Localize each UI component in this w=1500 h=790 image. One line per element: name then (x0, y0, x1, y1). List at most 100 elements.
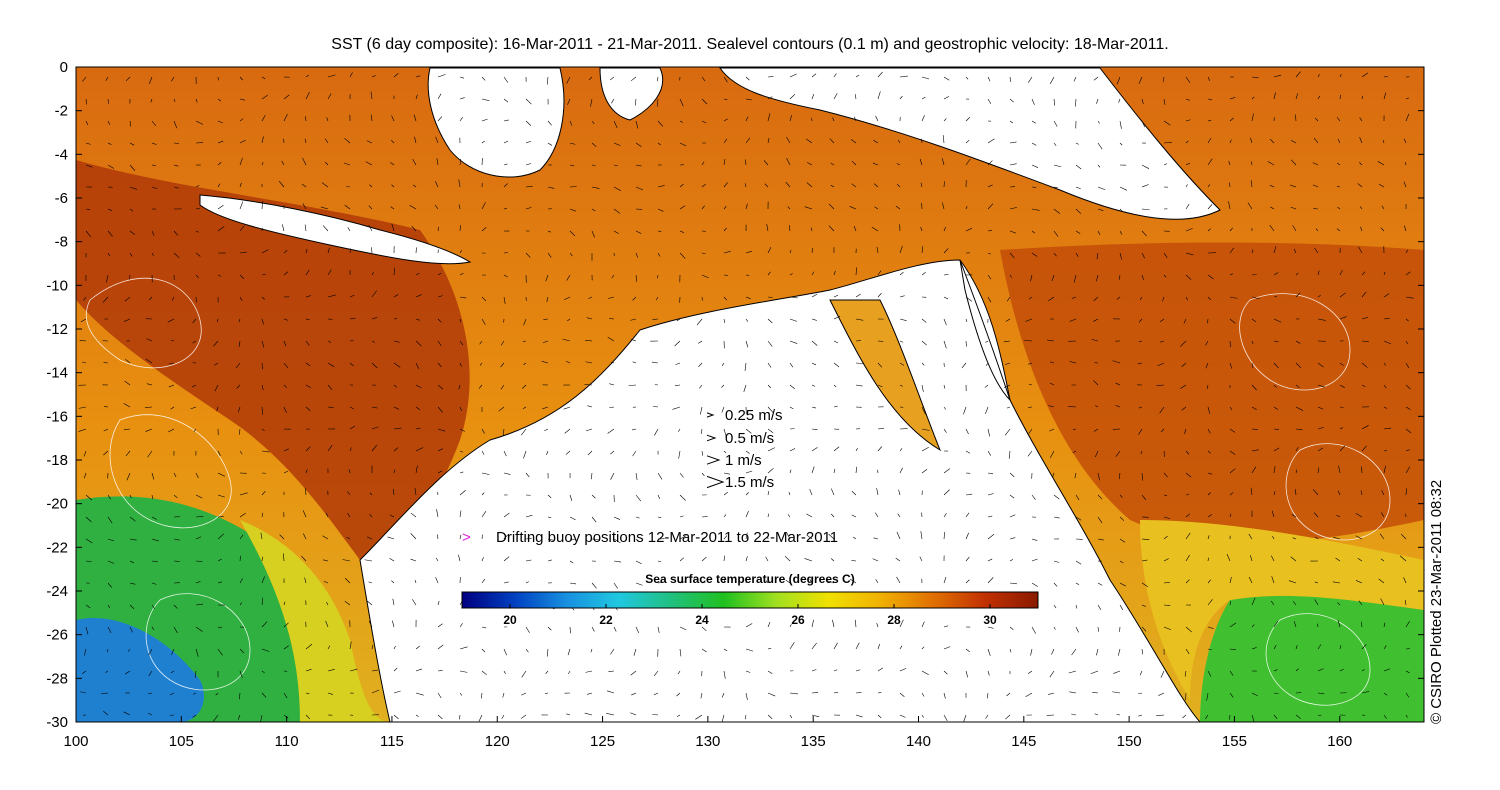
velocity-arrow (147, 712, 153, 716)
velocity-arrow (283, 113, 288, 122)
velocity-arrow (628, 384, 637, 386)
velocity-arrow (745, 159, 747, 166)
velocity-arrow (1357, 558, 1363, 562)
velocity-arrow (1251, 647, 1257, 650)
velocity-arrow (217, 120, 223, 124)
velocity-arrow (371, 644, 374, 650)
velocity-arrow (261, 428, 265, 431)
velocity-arrow (283, 271, 289, 276)
velocity-arrow (1273, 295, 1278, 298)
velocity-arrow (833, 270, 836, 276)
velocity-arrow (701, 516, 708, 518)
velocity-arrow (459, 450, 464, 453)
velocity-arrow (745, 76, 750, 81)
velocity-arrow (435, 181, 439, 188)
credit-text: © CSIRO Plotted 23-Mar-2011 08:32 (1428, 479, 1445, 724)
velocity-arrow (745, 250, 752, 254)
velocity-arrow (1069, 691, 1077, 694)
velocity-arrow (1075, 98, 1077, 107)
velocity-arrow (305, 643, 313, 650)
velocity-arrow (327, 247, 330, 254)
velocity-arrow (833, 446, 840, 452)
velocity-arrow (305, 384, 311, 389)
velocity-arrow (1141, 582, 1149, 587)
velocity-arrow (283, 362, 289, 369)
velocity-arrow (701, 161, 705, 166)
velocity-arrow (630, 712, 637, 716)
velocity-arrow (1273, 384, 1277, 388)
velocity-arrow (635, 560, 642, 565)
velocity-arrow (371, 247, 373, 254)
velocity-arrow (607, 336, 615, 342)
velocity-arrow (281, 160, 285, 166)
velocity-arrow (789, 642, 795, 650)
velocity-arrow (657, 516, 662, 519)
velocity-arrow (613, 516, 621, 520)
velocity-arrow (811, 93, 815, 100)
velocity-arrow (146, 338, 153, 342)
velocity-arrow (107, 626, 112, 634)
velocity-arrow (107, 582, 112, 588)
velocity-arrow (921, 406, 926, 415)
velocity-arrow (873, 140, 879, 144)
velocity-arrow (811, 340, 818, 346)
velocity-arrow (1361, 95, 1364, 100)
velocity-arrow (1333, 536, 1341, 540)
velocity-arrow (1139, 670, 1143, 676)
velocity-arrow (191, 384, 197, 388)
velocity-arrow (679, 142, 687, 147)
velocity-arrow (877, 292, 882, 298)
velocity-arrow (1097, 538, 1104, 541)
velocity-arrow (129, 186, 138, 190)
velocity-arrow (789, 93, 796, 100)
velocity-arrow (723, 118, 728, 122)
velocity-arrow (481, 140, 485, 144)
velocity-arrow (525, 626, 530, 633)
velocity-arrow (1361, 340, 1369, 343)
velocity-arrow (1273, 669, 1278, 672)
x-tick-label: 160 (1327, 733, 1352, 750)
velocity-arrow (632, 361, 637, 364)
velocity-arrow (1097, 230, 1101, 236)
velocity-arrow (1357, 183, 1363, 188)
y-tick-label: -14 (46, 365, 68, 382)
velocity-arrow (369, 513, 373, 518)
velocity-arrow (1229, 648, 1236, 651)
velocity-arrow (151, 538, 159, 542)
velocity-arrow (811, 714, 820, 718)
velocity-arrow (346, 536, 351, 540)
velocity-arrow (1383, 92, 1387, 100)
velocity-arrow (833, 405, 838, 408)
velocity-arrow (349, 248, 351, 254)
velocity-arrow (830, 184, 835, 188)
velocity-arrow (523, 318, 527, 326)
velocity-arrow (151, 142, 157, 145)
velocity-arrow (525, 163, 532, 166)
velocity-arrow (481, 557, 484, 562)
velocity-arrow (943, 226, 946, 232)
velocity-arrow (1163, 582, 1170, 584)
velocity-arrow (305, 362, 311, 367)
velocity-arrow (613, 538, 621, 544)
velocity-arrow (827, 580, 835, 584)
velocity-arrow (809, 578, 813, 584)
velocity-arrow (1361, 691, 1370, 694)
velocity-arrow (788, 492, 791, 496)
velocity-arrow (1336, 117, 1341, 122)
y-tick-label: 0 (60, 59, 68, 76)
velocity-arrow (921, 714, 924, 718)
buoy-legend: > Drifting buoy positions 12-Mar-2011 to… (462, 529, 838, 546)
velocity-arrow (745, 318, 749, 322)
velocity-arrow (1207, 428, 1211, 434)
velocity-arrow (107, 164, 115, 169)
velocity-arrow (323, 580, 329, 584)
velocity-arrow (107, 252, 111, 257)
velocity-arrow (327, 93, 332, 100)
velocity-arrow (635, 142, 642, 147)
velocity-arrow (1251, 597, 1256, 606)
velocity-arrow (877, 692, 882, 694)
velocity-arrow (261, 273, 267, 276)
y-tick-label: -2 (55, 103, 68, 120)
velocity-arrow (785, 579, 791, 584)
velocity-arrow (1025, 318, 1033, 322)
